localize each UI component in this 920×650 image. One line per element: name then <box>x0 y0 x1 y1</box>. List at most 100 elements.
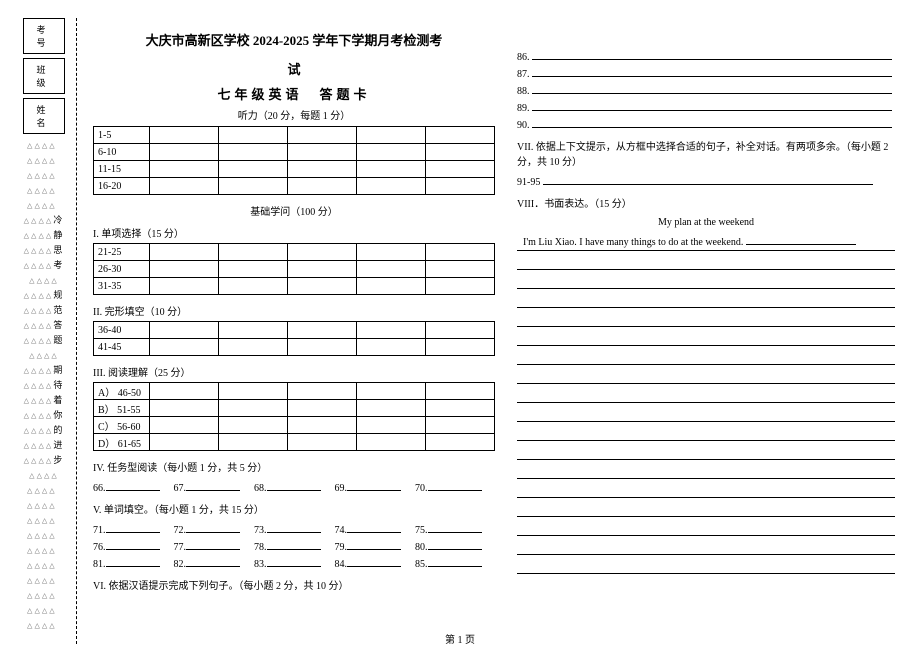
blank-line[interactable] <box>746 234 856 245</box>
blank-line[interactable] <box>267 556 321 567</box>
writing-line[interactable] <box>517 270 895 289</box>
blank-line[interactable] <box>186 556 240 567</box>
writing-line[interactable] <box>517 308 895 327</box>
answer-cell[interactable] <box>288 178 357 195</box>
answer-cell[interactable] <box>219 322 288 339</box>
answer-cell[interactable] <box>150 178 219 195</box>
blank-line[interactable] <box>532 83 892 94</box>
blank-line[interactable] <box>186 480 240 491</box>
answer-cell[interactable] <box>357 161 426 178</box>
answer-cell[interactable] <box>150 434 219 451</box>
answer-cell[interactable] <box>150 322 219 339</box>
writing-line[interactable] <box>517 479 895 498</box>
answer-cell[interactable] <box>426 383 495 400</box>
answer-cell[interactable] <box>288 278 357 295</box>
answer-cell[interactable] <box>219 417 288 434</box>
blank-line[interactable] <box>267 522 321 533</box>
writing-line[interactable] <box>517 384 895 403</box>
answer-cell[interactable] <box>357 400 426 417</box>
answer-cell[interactable] <box>288 144 357 161</box>
writing-line[interactable] <box>517 422 895 441</box>
blank-line[interactable] <box>532 49 892 60</box>
writing-line[interactable] <box>517 365 895 384</box>
answer-cell[interactable] <box>357 417 426 434</box>
answer-cell[interactable] <box>219 144 288 161</box>
blank-line[interactable] <box>347 556 401 567</box>
blank-line[interactable] <box>532 66 892 77</box>
answer-cell[interactable] <box>426 434 495 451</box>
writing-line[interactable] <box>517 403 895 422</box>
answer-cell[interactable] <box>357 322 426 339</box>
blank-line[interactable] <box>267 539 321 550</box>
answer-cell[interactable] <box>426 127 495 144</box>
blank-line[interactable] <box>532 100 892 111</box>
answer-cell[interactable] <box>219 400 288 417</box>
writing-line[interactable] <box>517 498 895 517</box>
blank-line[interactable] <box>347 522 401 533</box>
writing-line[interactable] <box>517 441 895 460</box>
blank-line[interactable] <box>428 522 482 533</box>
blank-line[interactable] <box>106 480 160 491</box>
answer-cell[interactable] <box>219 339 288 356</box>
answer-cell[interactable] <box>288 383 357 400</box>
writing-line[interactable] <box>517 327 895 346</box>
answer-cell[interactable] <box>357 261 426 278</box>
answer-cell[interactable] <box>219 383 288 400</box>
answer-cell[interactable] <box>426 178 495 195</box>
answer-cell[interactable] <box>426 244 495 261</box>
answer-cell[interactable] <box>219 278 288 295</box>
answer-cell[interactable] <box>219 261 288 278</box>
answer-cell[interactable] <box>426 278 495 295</box>
writing-line[interactable] <box>517 536 895 555</box>
answer-cell[interactable] <box>150 127 219 144</box>
answer-cell[interactable] <box>426 400 495 417</box>
answer-cell[interactable] <box>150 161 219 178</box>
answer-cell[interactable] <box>150 339 219 356</box>
answer-cell[interactable] <box>357 127 426 144</box>
answer-cell[interactable] <box>219 244 288 261</box>
answer-cell[interactable] <box>288 244 357 261</box>
answer-cell[interactable] <box>219 161 288 178</box>
answer-cell[interactable] <box>357 339 426 356</box>
answer-cell[interactable] <box>288 161 357 178</box>
writing-line[interactable] <box>517 555 895 574</box>
answer-cell[interactable] <box>357 434 426 451</box>
answer-cell[interactable] <box>150 244 219 261</box>
writing-line[interactable]: I'm Liu Xiao. I have many things to do a… <box>517 232 895 251</box>
blank-line[interactable] <box>106 539 160 550</box>
blank-line[interactable] <box>106 556 160 567</box>
blank-line[interactable] <box>106 522 160 533</box>
answer-cell[interactable] <box>288 434 357 451</box>
answer-cell[interactable] <box>219 434 288 451</box>
writing-line[interactable] <box>517 517 895 536</box>
blank-line[interactable] <box>543 174 873 185</box>
answer-cell[interactable] <box>426 144 495 161</box>
answer-cell[interactable] <box>426 339 495 356</box>
writing-line[interactable] <box>517 346 895 365</box>
answer-cell[interactable] <box>150 417 219 434</box>
writing-line[interactable] <box>517 460 895 479</box>
answer-cell[interactable] <box>357 383 426 400</box>
answer-cell[interactable] <box>288 127 357 144</box>
writing-line[interactable] <box>517 289 895 308</box>
answer-cell[interactable] <box>150 278 219 295</box>
answer-cell[interactable] <box>357 178 426 195</box>
blank-line[interactable] <box>428 480 482 491</box>
answer-cell[interactable] <box>426 261 495 278</box>
answer-cell[interactable] <box>426 161 495 178</box>
blank-line[interactable] <box>532 117 892 128</box>
answer-cell[interactable] <box>288 322 357 339</box>
answer-cell[interactable] <box>288 261 357 278</box>
blank-line[interactable] <box>186 539 240 550</box>
answer-cell[interactable] <box>357 144 426 161</box>
answer-cell[interactable] <box>219 178 288 195</box>
answer-cell[interactable] <box>357 278 426 295</box>
blank-line[interactable] <box>428 556 482 567</box>
answer-cell[interactable] <box>288 339 357 356</box>
answer-cell[interactable] <box>357 244 426 261</box>
writing-line[interactable] <box>517 251 895 270</box>
answer-cell[interactable] <box>150 400 219 417</box>
blank-line[interactable] <box>347 480 401 491</box>
answer-cell[interactable] <box>426 322 495 339</box>
blank-line[interactable] <box>186 522 240 533</box>
